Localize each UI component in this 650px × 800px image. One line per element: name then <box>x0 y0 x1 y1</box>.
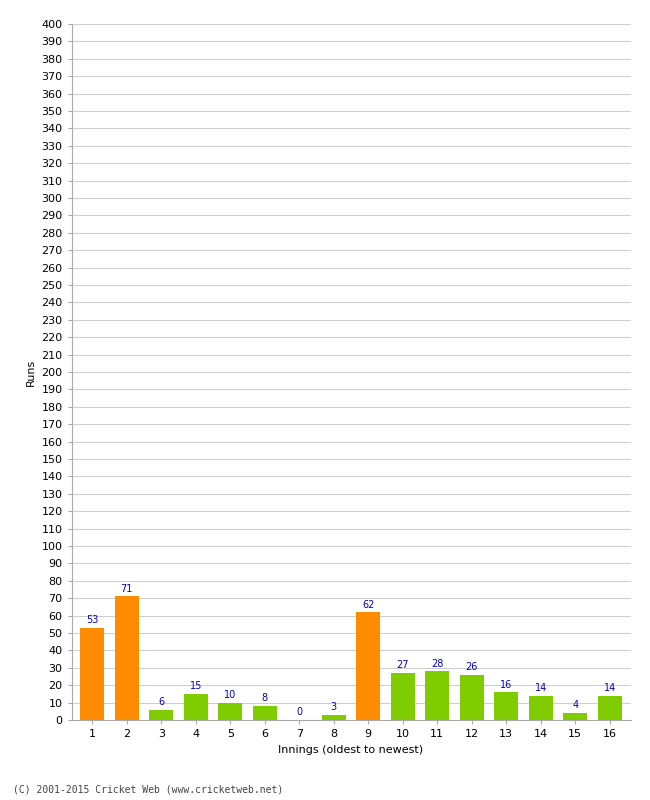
Text: 0: 0 <box>296 707 302 718</box>
Bar <box>149 710 174 720</box>
Text: 71: 71 <box>120 584 133 594</box>
Bar <box>114 597 139 720</box>
Bar <box>563 713 588 720</box>
Text: 53: 53 <box>86 615 98 625</box>
Text: 8: 8 <box>262 694 268 703</box>
Text: 28: 28 <box>431 658 443 669</box>
Bar <box>391 673 415 720</box>
Bar <box>80 628 104 720</box>
Text: 14: 14 <box>535 683 547 693</box>
Bar <box>253 706 277 720</box>
Bar <box>528 696 553 720</box>
Bar <box>494 692 518 720</box>
Text: 27: 27 <box>396 661 409 670</box>
Text: 6: 6 <box>158 697 164 707</box>
Bar <box>460 674 484 720</box>
Text: 15: 15 <box>190 682 202 691</box>
X-axis label: Innings (oldest to newest): Innings (oldest to newest) <box>278 745 424 754</box>
Text: (C) 2001-2015 Cricket Web (www.cricketweb.net): (C) 2001-2015 Cricket Web (www.cricketwe… <box>13 784 283 794</box>
Bar <box>184 694 208 720</box>
Text: 16: 16 <box>500 679 512 690</box>
Bar <box>598 696 622 720</box>
Y-axis label: Runs: Runs <box>25 358 36 386</box>
Text: 14: 14 <box>604 683 616 693</box>
Text: 10: 10 <box>224 690 237 700</box>
Bar <box>322 714 346 720</box>
Bar <box>218 702 242 720</box>
Bar <box>356 612 380 720</box>
Text: 3: 3 <box>331 702 337 712</box>
Text: 62: 62 <box>362 599 374 610</box>
Text: 4: 4 <box>572 701 578 710</box>
Bar <box>425 671 449 720</box>
Text: 26: 26 <box>465 662 478 672</box>
